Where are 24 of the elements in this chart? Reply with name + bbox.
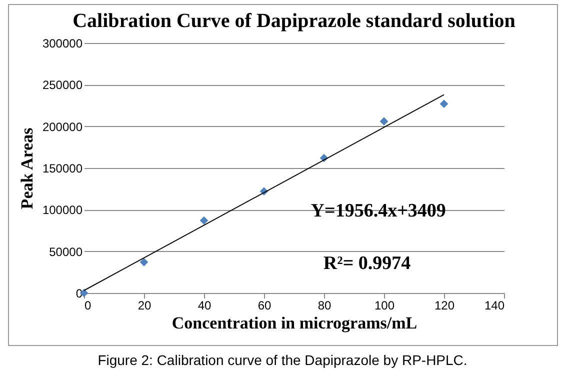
point [440,100,448,108]
y-tick-label: 200000 [42,120,83,134]
x-tick-label: 40 [198,298,212,312]
x-axis-title: Concentration in micrograms/mL [172,314,418,332]
annotation: Y=1956.4x+3409 [310,200,446,222]
point [380,117,388,126]
point [200,216,208,225]
x-tick-label: 60 [258,298,272,312]
x-tick-label: 120 [434,298,455,312]
y-tick-label: 250000 [42,78,83,92]
point [140,258,148,266]
x-tick-label: 100 [374,298,395,312]
y-tick-label: 150000 [42,162,83,176]
x-tick-label: 0 [84,298,92,312]
y-tick-label: 300000 [42,36,83,50]
y-tick-label: 50000 [49,244,83,259]
y-axis-title: Peak Areas [17,127,36,210]
x-tick-label: 80 [318,298,332,312]
x-tick-label: 20 [138,298,152,312]
chart-title: Calibration Curve of Dapiprazole standard solution [72,10,516,32]
caption: Figure 2: Calibration curve of the Dapiprazole by RP-HPLC. [96,352,468,368]
y-tick-label: 100000 [42,203,83,218]
annotation: R²= 0.9974 [323,253,412,274]
x-tick-label: 140 [484,298,505,312]
